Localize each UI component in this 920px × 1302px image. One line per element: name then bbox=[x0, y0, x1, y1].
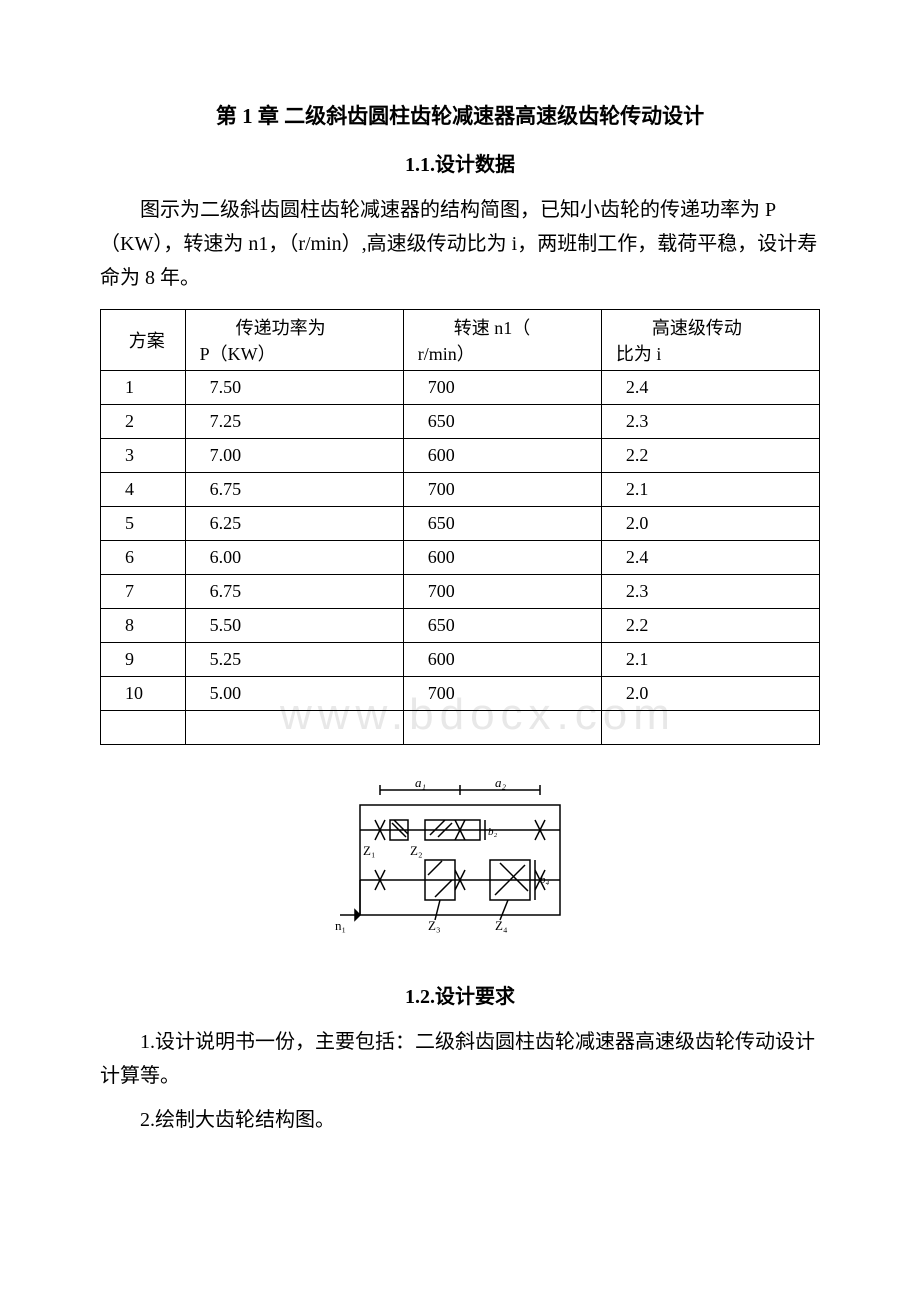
cell: 6.75 bbox=[185, 575, 403, 609]
cell: 650 bbox=[403, 405, 601, 439]
cell: 1 bbox=[101, 371, 186, 405]
cell: 6.25 bbox=[185, 507, 403, 541]
label-z3: Z₃ bbox=[428, 918, 440, 933]
label-b2: b₂ bbox=[488, 826, 498, 838]
cell: 7 bbox=[101, 575, 186, 609]
cell: 7.50 bbox=[185, 371, 403, 405]
gearbox-diagram: a₁ a₂ bbox=[100, 775, 820, 950]
cell: 2.0 bbox=[601, 507, 819, 541]
cell: 2.2 bbox=[601, 439, 819, 473]
header-text: 转速 n1（ bbox=[418, 314, 531, 340]
cell: 6.00 bbox=[185, 541, 403, 575]
label-z1: Z₁ bbox=[363, 843, 375, 858]
cell: 5.50 bbox=[185, 609, 403, 643]
table-row: 6 6.00 600 2.4 bbox=[101, 541, 820, 575]
table-row: 2 7.25 650 2.3 bbox=[101, 405, 820, 439]
requirement-1: 1.设计说明书一份，主要包括：二级斜齿圆柱齿轮减速器高速级齿轮传动设计计算等。 bbox=[100, 1025, 820, 1093]
cell: 2 bbox=[101, 405, 186, 439]
label-a2: a₂ bbox=[495, 775, 507, 790]
cell: 7.25 bbox=[185, 405, 403, 439]
cell bbox=[185, 711, 403, 745]
cell: 6.75 bbox=[185, 473, 403, 507]
cell: 650 bbox=[403, 507, 601, 541]
cell: 10 bbox=[101, 677, 186, 711]
page-container: www.bdocx.com 第 1 章 二级斜齿圆柱齿轮减速器高速级齿轮传动设计… bbox=[100, 100, 820, 1137]
header-text: 传递功率为 bbox=[200, 314, 326, 340]
cell: 600 bbox=[403, 439, 601, 473]
cell: 2.0 bbox=[601, 677, 819, 711]
cell bbox=[601, 711, 819, 745]
col-header-power: 传递功率为 P（KW） bbox=[185, 310, 403, 371]
cell: 700 bbox=[403, 473, 601, 507]
table-row: 9 5.25 600 2.1 bbox=[101, 643, 820, 677]
label-b4: b₄ bbox=[540, 874, 550, 886]
header-text: 方案 bbox=[115, 327, 179, 353]
table-row: 3 7.00 600 2.2 bbox=[101, 439, 820, 473]
cell: 600 bbox=[403, 541, 601, 575]
cell: 650 bbox=[403, 609, 601, 643]
table-row: 10 5.00 700 2.0 bbox=[101, 677, 820, 711]
cell: 700 bbox=[403, 677, 601, 711]
header-text: P（KW） bbox=[200, 344, 276, 364]
label-a1: a₁ bbox=[415, 775, 426, 790]
table-row: 7 6.75 700 2.3 bbox=[101, 575, 820, 609]
cell: 5 bbox=[101, 507, 186, 541]
cell bbox=[403, 711, 601, 745]
cell: 7.00 bbox=[185, 439, 403, 473]
section-2-title: 1.2.设计要求 bbox=[100, 980, 820, 1009]
table-row: 4 6.75 700 2.1 bbox=[101, 473, 820, 507]
label-z2: Z₂ bbox=[410, 843, 422, 858]
header-text: 比为 i bbox=[616, 344, 662, 364]
cell: 2.1 bbox=[601, 643, 819, 677]
cell: 5.00 bbox=[185, 677, 403, 711]
header-text: 高速级传动 bbox=[616, 314, 742, 340]
cell: 2.2 bbox=[601, 609, 819, 643]
table-row: 5 6.25 650 2.0 bbox=[101, 507, 820, 541]
gearbox-schematic-svg: a₁ a₂ bbox=[330, 775, 590, 945]
cell: 9 bbox=[101, 643, 186, 677]
cell: 6 bbox=[101, 541, 186, 575]
section-1-title: 1.1.设计数据 bbox=[100, 148, 820, 177]
cell: 2.3 bbox=[601, 575, 819, 609]
col-header-plan: 方案 bbox=[101, 310, 186, 371]
cell: 700 bbox=[403, 371, 601, 405]
table-row: 1 7.50 700 2.4 bbox=[101, 371, 820, 405]
cell: 2.3 bbox=[601, 405, 819, 439]
cell: 2.4 bbox=[601, 371, 819, 405]
intro-paragraph: 图示为二级斜齿圆柱齿轮减速器的结构简图，已知小齿轮的传递功率为 P（KW），转速… bbox=[100, 193, 820, 295]
cell: 700 bbox=[403, 575, 601, 609]
parameters-table: 方案 传递功率为 P（KW） 转速 n1（ r/min） 高速级传动 比为 i … bbox=[100, 309, 820, 745]
table-row: 8 5.50 650 2.2 bbox=[101, 609, 820, 643]
label-n1: n₁ bbox=[335, 918, 346, 933]
cell bbox=[101, 711, 186, 745]
cell: 3 bbox=[101, 439, 186, 473]
cell: 2.4 bbox=[601, 541, 819, 575]
label-z4: Z₄ bbox=[495, 918, 508, 933]
cell: 600 bbox=[403, 643, 601, 677]
cell: 8 bbox=[101, 609, 186, 643]
table-row-empty bbox=[101, 711, 820, 745]
col-header-ratio: 高速级传动 比为 i bbox=[601, 310, 819, 371]
table-header-row: 方案 传递功率为 P（KW） 转速 n1（ r/min） 高速级传动 比为 i bbox=[101, 310, 820, 371]
col-header-speed: 转速 n1（ r/min） bbox=[403, 310, 601, 371]
cell: 2.1 bbox=[601, 473, 819, 507]
cell: 4 bbox=[101, 473, 186, 507]
requirement-2: 2.绘制大齿轮结构图。 bbox=[100, 1103, 820, 1137]
cell: 5.25 bbox=[185, 643, 403, 677]
header-text: r/min） bbox=[418, 344, 475, 364]
chapter-title: 第 1 章 二级斜齿圆柱齿轮减速器高速级齿轮传动设计 bbox=[100, 100, 820, 130]
